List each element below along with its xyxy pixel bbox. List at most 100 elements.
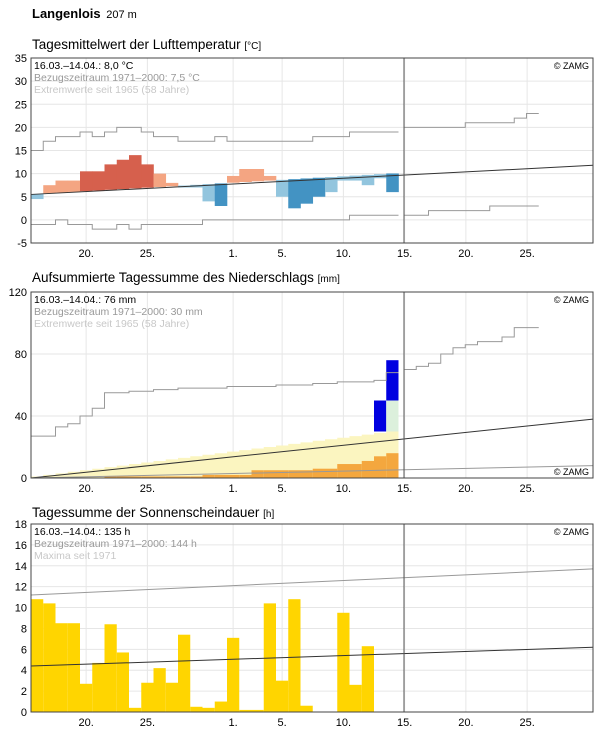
sunshine-bar xyxy=(349,684,362,712)
temperature-anomaly-bar xyxy=(129,155,142,189)
x-tick-label: 25. xyxy=(140,248,155,260)
x-tick-label: 15. xyxy=(397,248,412,260)
normal-line xyxy=(30,418,594,479)
precipitation-title-text: Aufsummierte Tagessumme des Niederschlag… xyxy=(32,270,314,285)
copyright-label: © ZAMG xyxy=(554,527,589,537)
chart-panel-2: 0 2 4 6 8 10 12 14 16 18 20. 25. 1. 5. 10. 15. 20. 25. 16.… xyxy=(15,519,594,729)
x-tick-label: 1. xyxy=(229,248,238,260)
temperature-anomaly-bar xyxy=(276,179,289,197)
x-tick-label: 10. xyxy=(336,483,351,495)
precip-observed-bar xyxy=(325,468,338,478)
precip-observed-bar xyxy=(214,474,227,478)
info-extremes-note: Extremwerte seit 1965 (58 Jahre) xyxy=(34,84,189,96)
precip-observed-bar xyxy=(288,470,301,478)
sunshine-title-text: Tagessumme der Sonnenscheindauer xyxy=(32,505,260,520)
info-normal-value: Bezugszeitraum 1971–2000: 7,5 °C xyxy=(34,72,200,84)
temperature-anomaly-bar xyxy=(165,182,179,187)
temperature-unit: [°C] xyxy=(244,41,262,52)
sunshine-bar xyxy=(300,705,313,712)
future-max-line xyxy=(404,327,539,370)
info-extremes-note: Maxima seit 1971 xyxy=(34,550,116,562)
y-tick-label: 16 xyxy=(15,540,27,552)
copyright-label: © ZAMG xyxy=(554,295,589,305)
info-extremes-note: Extremwerte seit 1965 (58 Jahre) xyxy=(34,318,189,330)
plot-frame xyxy=(30,523,594,713)
x-tick-label: 25. xyxy=(519,717,534,729)
x-tick-label: 25. xyxy=(140,483,155,495)
temperature-anomaly-bar xyxy=(202,184,216,202)
y-tick-label: 12 xyxy=(15,582,27,594)
y-tick-label: 30 xyxy=(15,76,27,88)
temperature-anomaly-bar xyxy=(116,159,130,190)
sunshine-bar xyxy=(165,682,178,712)
sunshine-bar xyxy=(141,682,154,712)
y-tick-label: -5 xyxy=(17,238,27,250)
y-tick-label: 35 xyxy=(15,53,27,65)
y-tick-label: 2 xyxy=(21,686,27,698)
temperature-anomaly-bar xyxy=(251,169,265,182)
temperature-anomaly-bar xyxy=(300,178,314,204)
x-tick-label: 20. xyxy=(78,248,93,260)
temperature-anomaly-bar xyxy=(325,177,338,193)
precipitation-unit: [mm] xyxy=(317,274,340,285)
y-tick-label: 4 xyxy=(21,665,27,677)
temperature-anomaly-bar xyxy=(43,185,56,194)
temperature-anomaly-bar xyxy=(263,175,277,181)
sunshine-bar xyxy=(80,683,93,712)
sunshine-bar xyxy=(55,623,68,712)
info-normal-value: Bezugszeitraum 1971–2000: 30 mm xyxy=(34,306,203,318)
y-tick-label: 14 xyxy=(15,561,27,573)
precip-excess-bar xyxy=(374,400,387,432)
precip-observed-bar xyxy=(276,470,289,478)
chart-panel-0: -5 0 5 10 15 20 25 30 35 20. 25. 1. 5. 10. 15. 20. 25. 16… xyxy=(15,53,594,260)
y-tick-label: 5 xyxy=(21,192,27,204)
sunshine-bar xyxy=(153,668,166,712)
precipitation-chart-title: Aufsummierte Tagessumme des Niederschlag… xyxy=(32,270,340,285)
sunshine-bar xyxy=(227,637,240,712)
temperature-anomaly-bar xyxy=(80,171,93,192)
y-tick-label: 0 xyxy=(21,215,27,227)
y-tick-label: 18 xyxy=(15,519,27,531)
x-tick-label: 20. xyxy=(78,483,93,495)
precip-observed-bar xyxy=(386,453,399,478)
x-tick-label: 1. xyxy=(229,483,238,495)
temperature-anomaly-bar xyxy=(55,180,69,193)
x-tick-label: 5. xyxy=(278,248,287,260)
precip-observed-bar xyxy=(251,470,264,478)
y-tick-label: 6 xyxy=(21,644,27,656)
sunshine-bar xyxy=(31,599,44,712)
x-tick-label: 25. xyxy=(140,717,155,729)
info-normal-value: Bezugszeitraum 1971–2000: 144 h xyxy=(34,538,197,550)
y-tick-label: 15 xyxy=(15,146,27,158)
plot-frame xyxy=(30,57,594,244)
normal-line xyxy=(30,164,594,195)
temperature-anomaly-bar xyxy=(31,194,44,200)
station-header: Langenlois 207 m xyxy=(32,6,137,21)
copyright-label-bottom: © ZAMG xyxy=(554,467,589,477)
precip-observed-bar xyxy=(239,474,252,478)
precip-observed-bar xyxy=(178,476,191,478)
precip-observed-bar xyxy=(300,470,313,478)
sunshine-bar xyxy=(202,707,215,712)
extreme-min-line xyxy=(31,214,399,230)
sunshine-chart-title: Tagessumme der Sonnenscheindauer [h] xyxy=(32,505,274,520)
x-tick-label: 25. xyxy=(519,483,534,495)
maxima-line xyxy=(30,568,594,596)
temperature-anomaly-bar xyxy=(104,164,118,190)
y-tick-label: 10 xyxy=(15,603,27,615)
station-name: Langenlois xyxy=(32,6,101,21)
y-tick-label: 40 xyxy=(15,411,27,423)
temperature-anomaly-bar xyxy=(239,169,252,183)
sunshine-bar xyxy=(67,623,80,712)
temperature-anomaly-bar xyxy=(312,177,326,197)
temperature-anomaly-bar xyxy=(214,183,228,206)
x-tick-label: 1. xyxy=(229,717,238,729)
precip-normal-remaining xyxy=(386,400,399,432)
precip-observed-bar xyxy=(202,474,215,478)
precip-observed-bar xyxy=(374,456,387,478)
temperature-title-text: Tagesmittelwert der Lufttemperatur xyxy=(32,37,241,52)
info-period-value: 16.03.–14.04.: 135 h xyxy=(34,526,130,538)
x-tick-label: 20. xyxy=(458,483,473,495)
x-tick-label: 15. xyxy=(397,717,412,729)
sunshine-bar xyxy=(337,612,350,712)
